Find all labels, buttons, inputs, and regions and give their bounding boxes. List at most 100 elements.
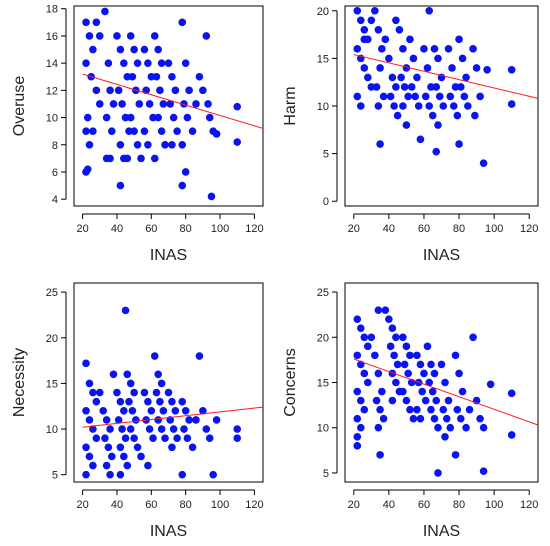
necessity-data-point (154, 416, 162, 424)
harm-data-point (371, 6, 379, 15)
overuse-data-point (130, 127, 138, 135)
harm-data-point (353, 6, 362, 15)
necessity-data-point (171, 406, 180, 415)
harm-data-point (434, 121, 442, 129)
overuse-data-point (178, 181, 187, 190)
overuse-data-point (150, 32, 159, 40)
concerns-data-point (378, 387, 386, 396)
necessity-data-point (168, 397, 176, 406)
overuse-data-point (185, 86, 193, 95)
harm-data-point (402, 121, 411, 129)
necessity-data-point (102, 461, 111, 470)
overuse-data-point (195, 72, 204, 81)
concerns-data-point (428, 387, 437, 396)
harm-data-point (367, 16, 376, 25)
overuse-data-point (116, 140, 125, 149)
concerns-y-tick-label: 20 (317, 332, 329, 344)
concerns-data-point (421, 396, 430, 405)
overuse-data-point (178, 140, 187, 149)
necessity-x-tick-label: 100 (211, 499, 229, 511)
harm-data-point (414, 102, 423, 110)
overuse-data-point (120, 59, 128, 67)
overuse-data-point (114, 86, 123, 95)
necessity-data-point (85, 379, 94, 388)
concerns-data-point (465, 405, 474, 414)
concerns-data-point (367, 333, 376, 342)
concerns-data-point (406, 351, 414, 360)
overuse-data-point (126, 113, 135, 122)
necessity-data-point (205, 434, 214, 442)
harm-y-tick-label: 20 (317, 6, 329, 18)
overuse-data-point (130, 45, 138, 54)
overuse-data-point (109, 100, 118, 108)
harm-data-point (427, 83, 435, 91)
necessity-data-point (133, 443, 142, 452)
necessity-data-point (195, 352, 204, 360)
harm-data-point (476, 92, 484, 101)
harm-data-point (390, 102, 398, 110)
necessity-data-point (209, 470, 217, 479)
concerns-data-point (374, 369, 383, 378)
overuse-data-point (85, 32, 94, 40)
overuse-data-point (168, 72, 176, 81)
concerns-data-point (399, 387, 407, 396)
necessity-data-point (132, 416, 140, 424)
necessity-data-point (168, 443, 176, 452)
concerns-data-point (388, 369, 397, 378)
overuse-plot-frame (73, 5, 264, 207)
necessity-data-point (101, 434, 109, 442)
harm-data-point (439, 102, 448, 110)
overuse-data-point (144, 140, 152, 149)
overuse-data-point (126, 32, 135, 40)
overuse-data-point (164, 59, 173, 67)
harm-data-point (392, 16, 400, 25)
harm-data-point (376, 140, 384, 148)
concerns-data-point (413, 405, 421, 414)
harm-plot-frame (344, 5, 539, 207)
necessity-data-point (157, 425, 166, 433)
concerns-data-point (457, 414, 465, 423)
necessity-data-point (106, 425, 114, 433)
necessity-data-point (185, 416, 193, 424)
necessity-plot-frame (73, 282, 264, 483)
concerns-data-point (469, 333, 477, 342)
concerns-data-point (441, 432, 449, 441)
harm-data-point (360, 26, 369, 34)
concerns-data-point (364, 342, 372, 351)
necessity-data-point (99, 406, 108, 415)
overuse-data-point (205, 113, 214, 122)
concerns-data-point (430, 414, 439, 423)
necessity-data-point (181, 406, 190, 415)
overuse-x-tick-label: 100 (211, 223, 229, 235)
overuse-data-point (83, 113, 92, 122)
overuse-y-axis-label: Overuse (11, 76, 28, 137)
harm-data-point (423, 64, 432, 72)
harm-data-point (364, 73, 372, 82)
concerns-x-axis-label: INAS (423, 523, 460, 540)
necessity-data-point (82, 359, 90, 368)
harm-data-point (462, 73, 470, 82)
harm-data-point (446, 92, 455, 101)
harm-data-point (374, 102, 383, 110)
overuse-data-point (116, 45, 125, 54)
harm-data-point (432, 147, 441, 156)
harm-data-point (421, 92, 430, 101)
harm-data-point (472, 64, 481, 72)
necessity-x-tick-label: 120 (245, 499, 263, 511)
concerns-data-point (353, 432, 362, 441)
necessity-data-point (233, 434, 242, 442)
necessity-data-point (109, 370, 118, 379)
harm-data-point (388, 73, 397, 82)
necessity-data-point (113, 388, 121, 397)
harm-data-point (367, 83, 376, 91)
necessity-data-point (85, 416, 94, 424)
overuse-data-point (123, 154, 132, 163)
necessity-data-point (164, 388, 173, 397)
concerns-x-tick-label: 120 (520, 499, 538, 511)
concerns-data-point (439, 405, 448, 414)
overuse-data-point (83, 165, 92, 174)
harm-data-point (395, 26, 404, 34)
concerns-data-point (451, 351, 460, 360)
overuse-data-point (133, 59, 142, 67)
